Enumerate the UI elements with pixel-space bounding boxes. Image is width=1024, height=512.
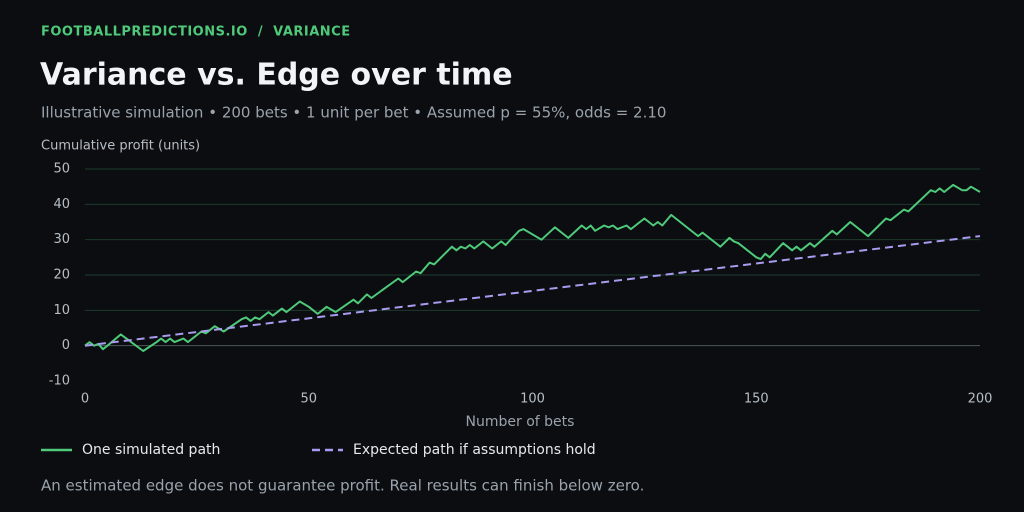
y-tick-label: 30 (53, 232, 70, 247)
y-tick-label: 50 (53, 162, 70, 177)
y-tick-label: 20 (53, 268, 70, 283)
legend-label: Expected path if assumptions hold (353, 442, 596, 458)
x-tick-label: 100 (520, 392, 545, 407)
breadcrumb: FOOTBALLPREDICTIONS.IO / VARIANCE (41, 25, 351, 40)
y-tick-label: 10 (53, 303, 70, 318)
series-line (84, 235, 981, 347)
x-tick-label: 150 (744, 392, 769, 407)
x-tick-label: 200 (968, 392, 993, 407)
x-axis-label: Number of bets (466, 414, 575, 430)
legend-label: One simulated path (82, 442, 220, 458)
x-tick-label: 50 (300, 392, 317, 407)
y-tick-label: 40 (53, 197, 70, 212)
y-tick-label: 0 (62, 338, 70, 353)
chart-title: Variance vs. Edge over time (40, 58, 513, 93)
subtitle: Illustrative simulation • 200 bets • 1 u… (41, 104, 666, 122)
x-tick-label: 0 (81, 392, 89, 407)
footnote: An estimated edge does not guarantee pro… (41, 477, 644, 495)
y-axis-label: Cumulative profit (units) (41, 139, 200, 154)
y-tick-label: -10 (49, 374, 70, 389)
